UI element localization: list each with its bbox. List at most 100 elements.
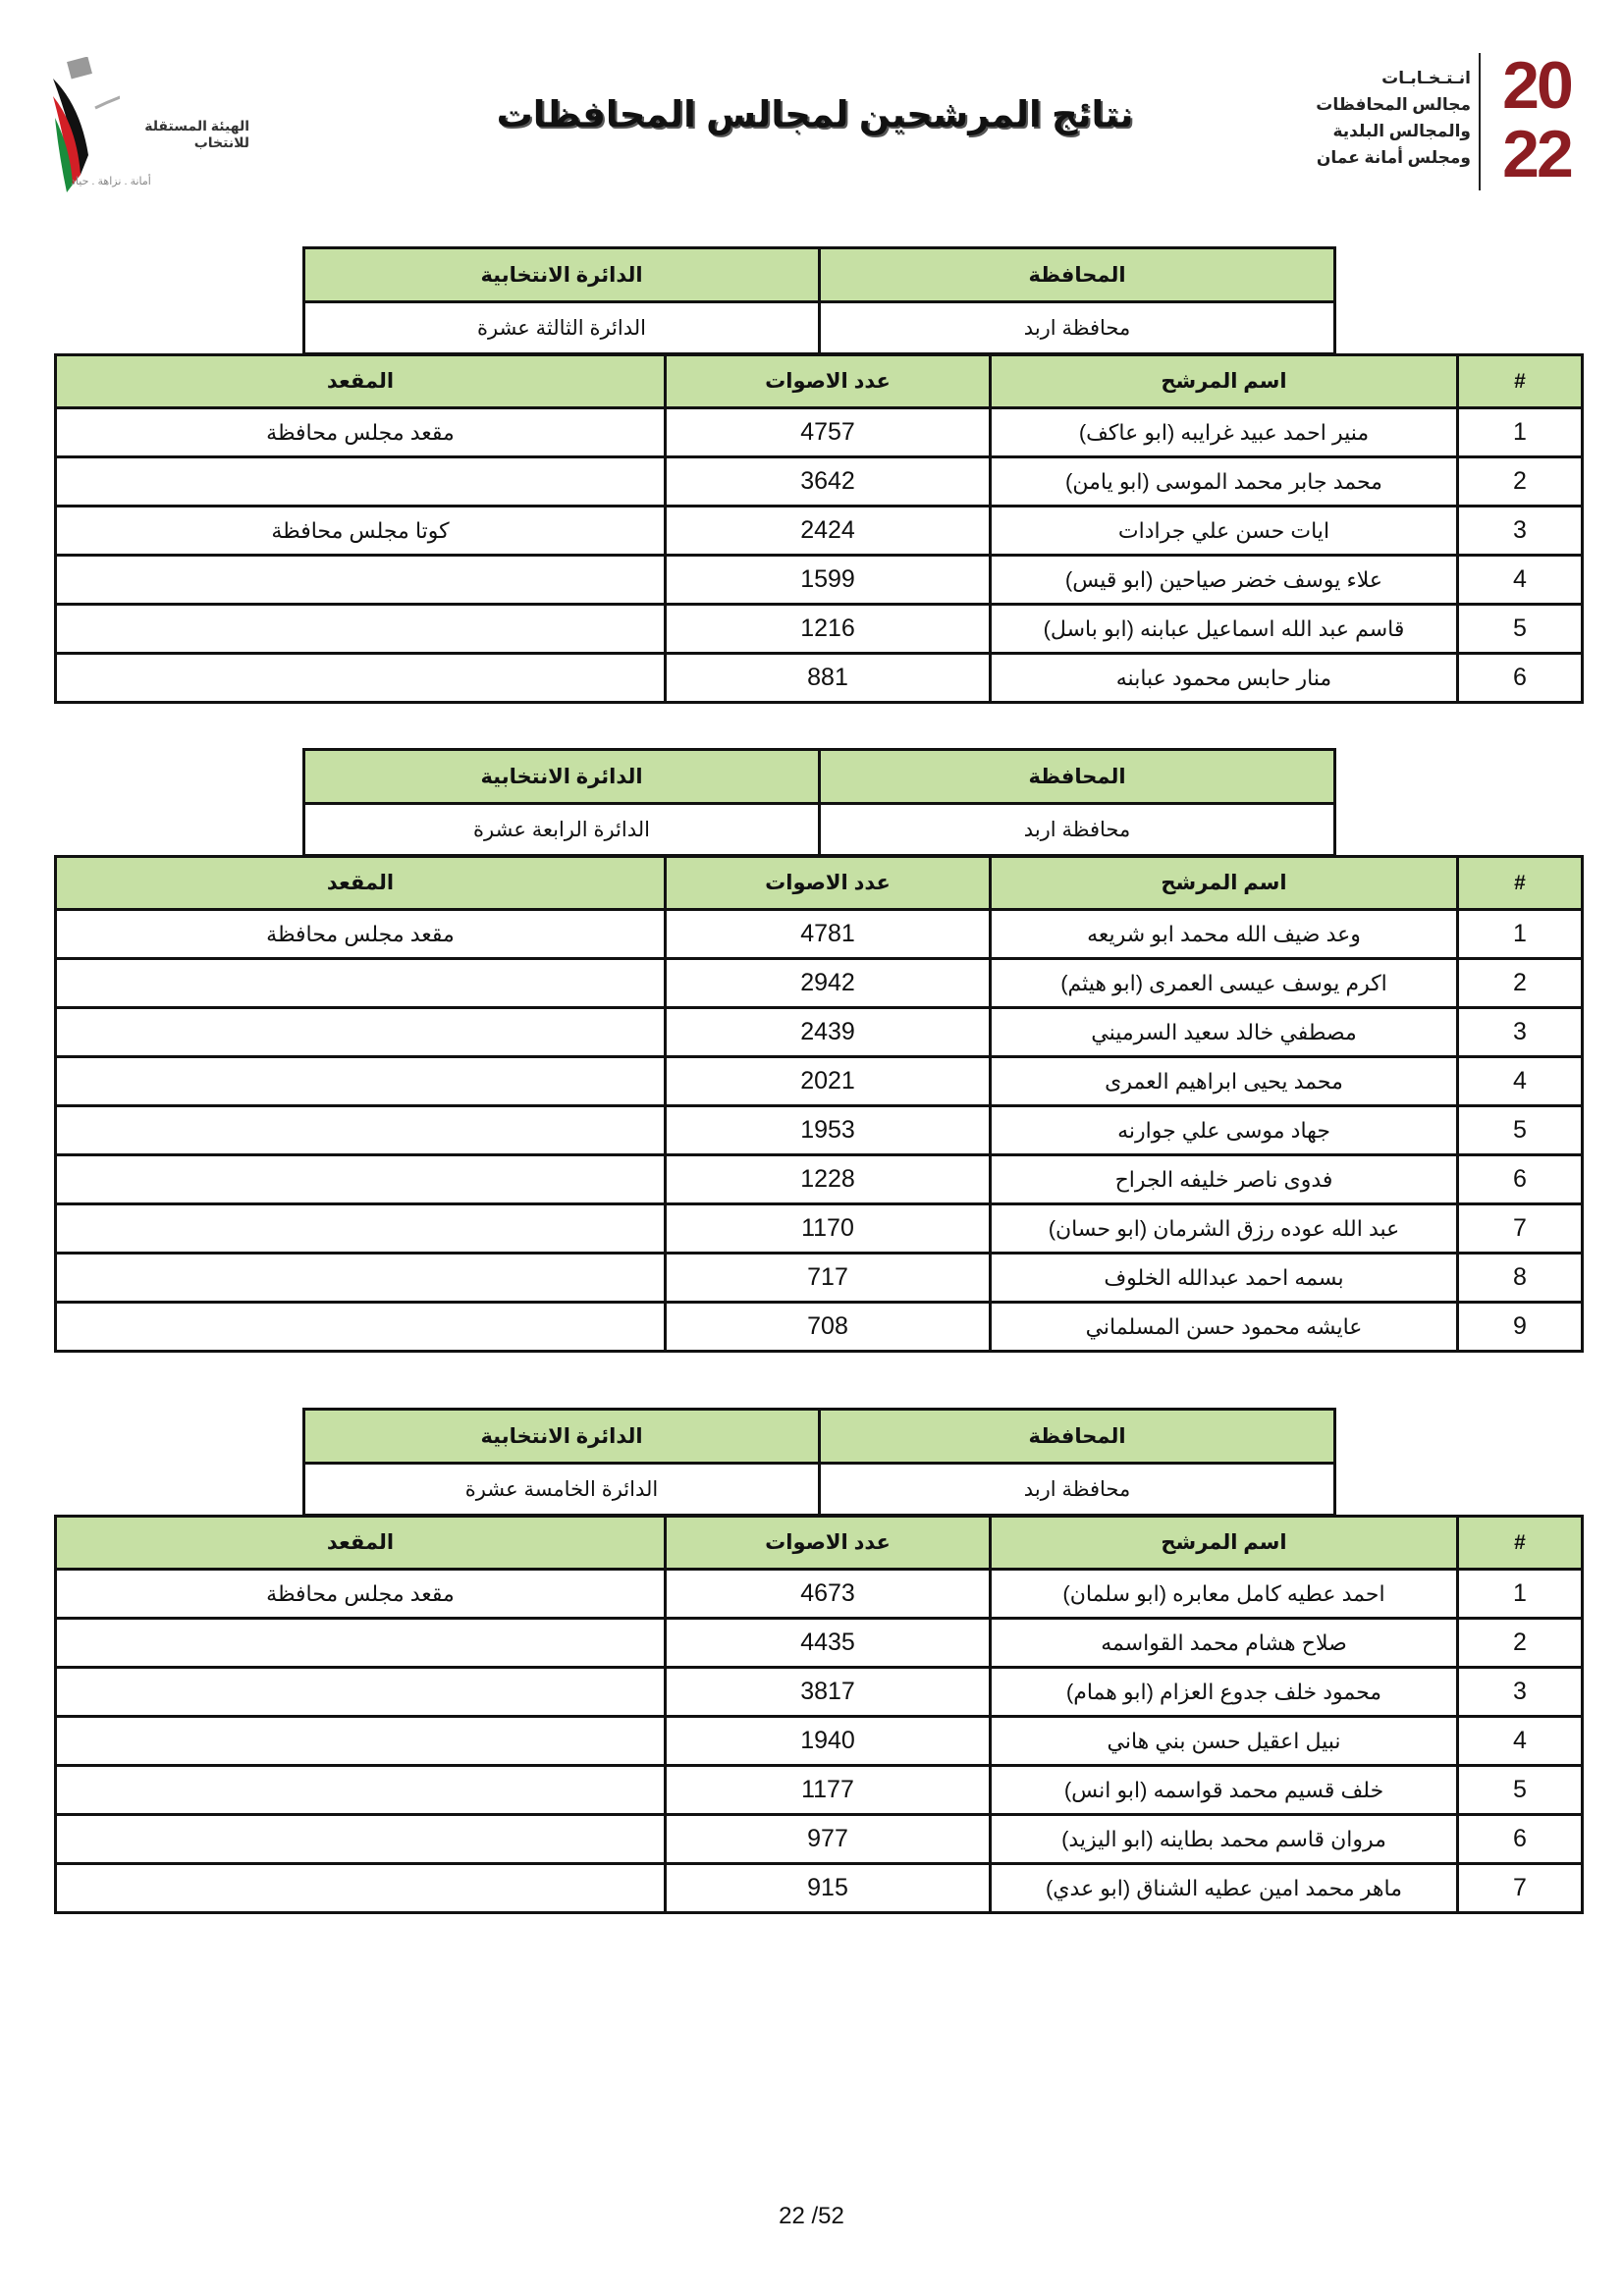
- iec-logo: الهيئة المستقلة للانتخاب أمانة . نزاهة .…: [51, 56, 249, 194]
- district-value: الدائرة الخامسة عشرة: [302, 1462, 821, 1517]
- candidate-number: 1: [1456, 1568, 1584, 1620]
- candidate-votes: 717: [664, 1252, 992, 1304]
- candidates-table: # اسم المرشح عدد الاصوات المقعد 1 منير احمد ع…: [54, 353, 1584, 704]
- candidates-table: # اسم المرشح عدد الاصوات المقعد 1 وعد ضيف الل…: [54, 855, 1584, 1353]
- candidate-votes: 2424: [664, 505, 992, 557]
- table-row: 2 محمد جابر محمد الموسى (ابو يامن) 3642: [54, 455, 1584, 507]
- table-row: 6 مروان قاسم محمد بطاينه (ابو اليزيد) 977: [54, 1813, 1584, 1865]
- candidate-seat: [54, 554, 667, 606]
- candidate-number: 4: [1456, 554, 1584, 606]
- table-row: 5 جهاد موسى علي جوارنه 1953: [54, 1104, 1584, 1156]
- logo-line: انـتـخـابـات: [1381, 69, 1471, 87]
- candidate-seat: [54, 652, 667, 704]
- candidate-seat: [54, 1666, 667, 1718]
- candidate-seat: [54, 455, 667, 507]
- table-row: 2 صلاح هشام محمد القواسمه 4435: [54, 1617, 1584, 1669]
- candidate-seat: [54, 1153, 667, 1205]
- candidate-number: 3: [1456, 1006, 1584, 1058]
- candidate-name: احمد عطيه كامل معابره (ابو سلمان): [989, 1568, 1459, 1620]
- candidate-number: 3: [1456, 505, 1584, 557]
- candidate-votes: 1170: [664, 1202, 992, 1255]
- table-row: 9 عايشه محمود حسن المسلماني 708: [54, 1301, 1584, 1353]
- candidate-name: محمد يحيى ابراهيم العمرى: [989, 1055, 1459, 1107]
- candidate-number: 4: [1456, 1715, 1584, 1767]
- table-row: 4 علاء يوسف خضر صياحين (ابو قيس) 1599: [54, 554, 1584, 606]
- col-header-seat: المقعد: [54, 1515, 667, 1571]
- table-row: 3 محمود خلف جدوع العزام (ابو همام) 3817: [54, 1666, 1584, 1718]
- table-row: 1 وعد ضيف الله محمد ابو شريعه 4781 مقعد مجل…: [54, 908, 1584, 960]
- candidate-seat: [54, 603, 667, 655]
- candidate-number: 3: [1456, 1666, 1584, 1718]
- candidate-seat: مقعد مجلس محافظة: [54, 406, 667, 458]
- candidate-name: نبيل اعقيل حسن بني هاني: [989, 1715, 1459, 1767]
- candidate-votes: 4673: [664, 1568, 992, 1620]
- district-header: الدائرة الانتخابية: [302, 246, 821, 303]
- candidate-name: خلف قسيم محمد قواسمه (ابو انس): [989, 1764, 1459, 1816]
- candidate-name: محمود خلف جدوع العزام (ابو همام): [989, 1666, 1459, 1718]
- table-row: 1 منير احمد عبيد غرايبه (ابو عاكف) 4757 مقع…: [54, 406, 1584, 458]
- candidate-votes: 2021: [664, 1055, 992, 1107]
- candidate-seat: [54, 1862, 667, 1914]
- table-row: 1 احمد عطيه كامل معابره (ابو سلمان) 4673 مق…: [54, 1568, 1584, 1620]
- candidate-votes: 1953: [664, 1104, 992, 1156]
- candidate-seat: مقعد مجلس محافظة: [54, 1568, 667, 1620]
- table-row: 2 اكرم يوسف عيسى العمرى (ابو هيثم) 2942: [54, 957, 1584, 1009]
- candidate-number: 2: [1456, 455, 1584, 507]
- candidate-seat: [54, 1006, 667, 1058]
- candidate-number: 4: [1456, 1055, 1584, 1107]
- candidate-seat: [54, 1055, 667, 1107]
- elections-logo-text: انـتـخـابـات مجالس المحافظات والمجالس ال…: [1316, 65, 1471, 171]
- candidate-name: جهاد موسى علي جوارنه: [989, 1104, 1459, 1156]
- candidate-votes: 915: [664, 1862, 992, 1914]
- page-title: نتائج المرشحين لمجالس المحافظات: [496, 94, 1134, 134]
- table-row: 4 محمد يحيى ابراهيم العمرى 2021: [54, 1055, 1584, 1107]
- candidate-name: منير احمد عبيد غرايبه (ابو عاكف): [989, 406, 1459, 458]
- district-info-table: المحافظة الدائرة الانتخابية محافظة اربد الد…: [302, 1408, 1336, 1517]
- candidate-votes: 4757: [664, 406, 992, 458]
- district-info-table: المحافظة الدائرة الانتخابية محافظة اربد الد…: [302, 748, 1336, 857]
- candidates-table: # اسم المرشح عدد الاصوات المقعد 1 احمد عطيه ك…: [54, 1515, 1584, 1914]
- table-header-row: # اسم المرشح عدد الاصوات المقعد: [54, 855, 1584, 911]
- district-value: الدائرة الثالثة عشرة: [302, 300, 821, 355]
- candidate-seat: مقعد مجلس محافظة: [54, 908, 667, 960]
- candidate-name: اكرم يوسف عيسى العمرى (ابو هيثم): [989, 957, 1459, 1009]
- col-header-name: اسم المرشح: [989, 353, 1459, 409]
- col-header-number: #: [1456, 353, 1584, 409]
- candidate-seat: [54, 1252, 667, 1304]
- candidate-number: 1: [1456, 406, 1584, 458]
- province-value: محافظة اربد: [818, 802, 1336, 857]
- logo-year: 20 22: [1502, 48, 1574, 191]
- candidate-seat: [54, 1617, 667, 1669]
- candidate-name: بسمه احمد عبدالله الخلوف: [989, 1252, 1459, 1304]
- candidate-name: ماهر محمد امين عطيه الشناق (ابو عدي): [989, 1862, 1459, 1914]
- candidate-number: 2: [1456, 1617, 1584, 1669]
- iec-logo-motto: أمانة . نزاهة . حياد: [71, 176, 151, 187]
- candidate-votes: 2942: [664, 957, 992, 1009]
- candidate-seat: [54, 1202, 667, 1255]
- province-value: محافظة اربد: [818, 1462, 1336, 1517]
- candidate-number: 2: [1456, 957, 1584, 1009]
- col-header-seat: المقعد: [54, 855, 667, 911]
- col-header-name: اسم المرشح: [989, 1515, 1459, 1571]
- candidate-votes: 1228: [664, 1153, 992, 1205]
- iec-logo-text: الهيئة المستقلة للانتخاب: [144, 118, 249, 150]
- candidate-number: 7: [1456, 1862, 1584, 1914]
- candidate-votes: 1599: [664, 554, 992, 606]
- candidate-name: مصطفي خالد سعيد السرميني: [989, 1006, 1459, 1058]
- col-header-votes: عدد الاصوات: [664, 1515, 992, 1571]
- table-row: 6 فدوى ناصر خليفه الجراح 1228: [54, 1153, 1584, 1205]
- candidate-seat: [54, 1715, 667, 1767]
- province-header: المحافظة: [818, 748, 1336, 805]
- candidate-number: 5: [1456, 1764, 1584, 1816]
- table-row: 3 ايات حسن علي جرادات 2424 كوتا مجلس محافظة: [54, 505, 1584, 557]
- candidate-votes: 1177: [664, 1764, 992, 1816]
- district-header: الدائرة الانتخابية: [302, 748, 821, 805]
- candidate-seat: كوتا مجلس محافظة: [54, 505, 667, 557]
- candidate-name: فدوى ناصر خليفه الجراح: [989, 1153, 1459, 1205]
- candidate-name: صلاح هشام محمد القواسمه: [989, 1617, 1459, 1669]
- candidate-name: مروان قاسم محمد بطاينه (ابو اليزيد): [989, 1813, 1459, 1865]
- candidate-name: علاء يوسف خضر صياحين (ابو قيس): [989, 554, 1459, 606]
- district-value: الدائرة الرابعة عشرة: [302, 802, 821, 857]
- table-row: 5 قاسم عبد الله اسماعيل عبابنه (ابو باسل)…: [54, 603, 1584, 655]
- elections-2022-logo: انـتـخـابـات مجالس المحافظات والمجالس ال…: [1296, 51, 1586, 196]
